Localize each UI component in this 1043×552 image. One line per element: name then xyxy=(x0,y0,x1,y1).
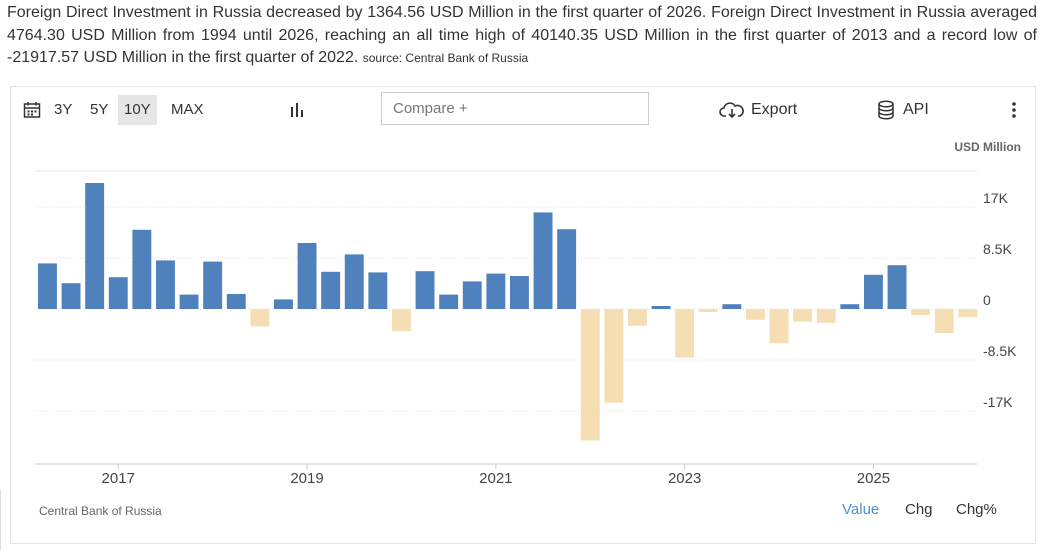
y-tick-label: -8.5K xyxy=(983,343,1017,359)
bar xyxy=(38,263,57,309)
bar xyxy=(462,281,482,309)
description-text: Foreign Direct Investment in Russia decr… xyxy=(7,4,1037,66)
footer-source: Central Bank of Russia xyxy=(39,504,162,518)
bar xyxy=(85,183,105,309)
bar xyxy=(61,283,81,309)
chart-toolbar: 3Y 5Y 10Y MAX Compare + Export xyxy=(11,87,1035,133)
bar xyxy=(344,254,364,309)
chart-panel: 3Y 5Y 10Y MAX Compare + Export xyxy=(10,86,1036,544)
description-source: source: Central Bank of Russia xyxy=(362,51,529,65)
x-tick-label: 2025 xyxy=(857,470,890,487)
chart-svg: 17K 8.5K 0 -8.5K -17K 2017 2019 2021 2023 2025 xyxy=(35,170,1017,487)
bar xyxy=(722,304,742,309)
bar xyxy=(887,265,907,309)
bar xyxy=(793,309,813,322)
bar xyxy=(698,309,718,312)
bar xyxy=(557,229,577,309)
api-button[interactable]: API xyxy=(877,95,929,125)
x-tick-label: 2021 xyxy=(479,470,512,487)
bar xyxy=(226,294,246,309)
y-tick-label: 0 xyxy=(983,292,991,308)
range-3y-button[interactable]: 3Y xyxy=(54,101,73,118)
more-options-icon[interactable] xyxy=(1011,101,1017,119)
range-5y-button[interactable]: 5Y xyxy=(90,101,109,118)
x-tick-label: 2017 xyxy=(102,470,135,487)
bar xyxy=(840,304,860,309)
mode-chgpct-button[interactable]: Chg% xyxy=(956,501,997,518)
bar xyxy=(179,294,199,309)
bar xyxy=(651,306,671,309)
mode-chg-button[interactable]: Chg xyxy=(905,501,933,518)
bar xyxy=(628,309,647,326)
mode-value-button[interactable]: Value xyxy=(842,501,880,518)
bar xyxy=(769,309,789,344)
y-tick-label: 8.5K xyxy=(983,241,1012,257)
bar xyxy=(439,294,459,309)
bar xyxy=(156,260,175,309)
bar xyxy=(250,309,270,327)
left-border-line xyxy=(0,490,1,550)
bar xyxy=(321,271,341,309)
bar xyxy=(864,274,883,309)
bar xyxy=(297,243,317,309)
chart-type-icon[interactable] xyxy=(289,101,307,119)
calendar-icon[interactable] xyxy=(23,101,41,119)
bar xyxy=(108,277,128,309)
database-icon xyxy=(878,100,894,120)
cloud-download-icon xyxy=(719,102,744,118)
x-tick-label: 2019 xyxy=(290,470,323,487)
bar xyxy=(911,309,931,315)
export-button[interactable]: Export xyxy=(719,95,797,125)
bar xyxy=(510,276,529,309)
bar xyxy=(746,309,765,320)
bar xyxy=(533,212,553,309)
api-label: API xyxy=(903,101,929,118)
bar xyxy=(368,272,388,309)
bar xyxy=(934,309,954,333)
compare-input[interactable]: Compare + xyxy=(381,92,649,125)
range-10y-button[interactable]: 10Y xyxy=(118,95,157,125)
unit-label: USD Million xyxy=(954,140,1021,154)
bar xyxy=(580,309,600,441)
bar xyxy=(392,309,411,332)
range-max-button[interactable]: MAX xyxy=(171,101,204,118)
bar xyxy=(816,309,836,323)
bar xyxy=(958,309,978,318)
bar xyxy=(604,309,624,403)
bar xyxy=(675,309,695,358)
description: Foreign Direct Investment in Russia decr… xyxy=(7,2,1037,70)
bar xyxy=(415,271,435,309)
x-tick-label: 2023 xyxy=(668,470,701,487)
bar xyxy=(203,261,223,309)
bar xyxy=(132,229,152,309)
y-tick-label: -17K xyxy=(983,394,1013,410)
bar xyxy=(274,299,293,309)
export-label: Export xyxy=(751,101,798,118)
y-tick-label: 17K xyxy=(983,190,1009,206)
bar xyxy=(486,273,506,309)
